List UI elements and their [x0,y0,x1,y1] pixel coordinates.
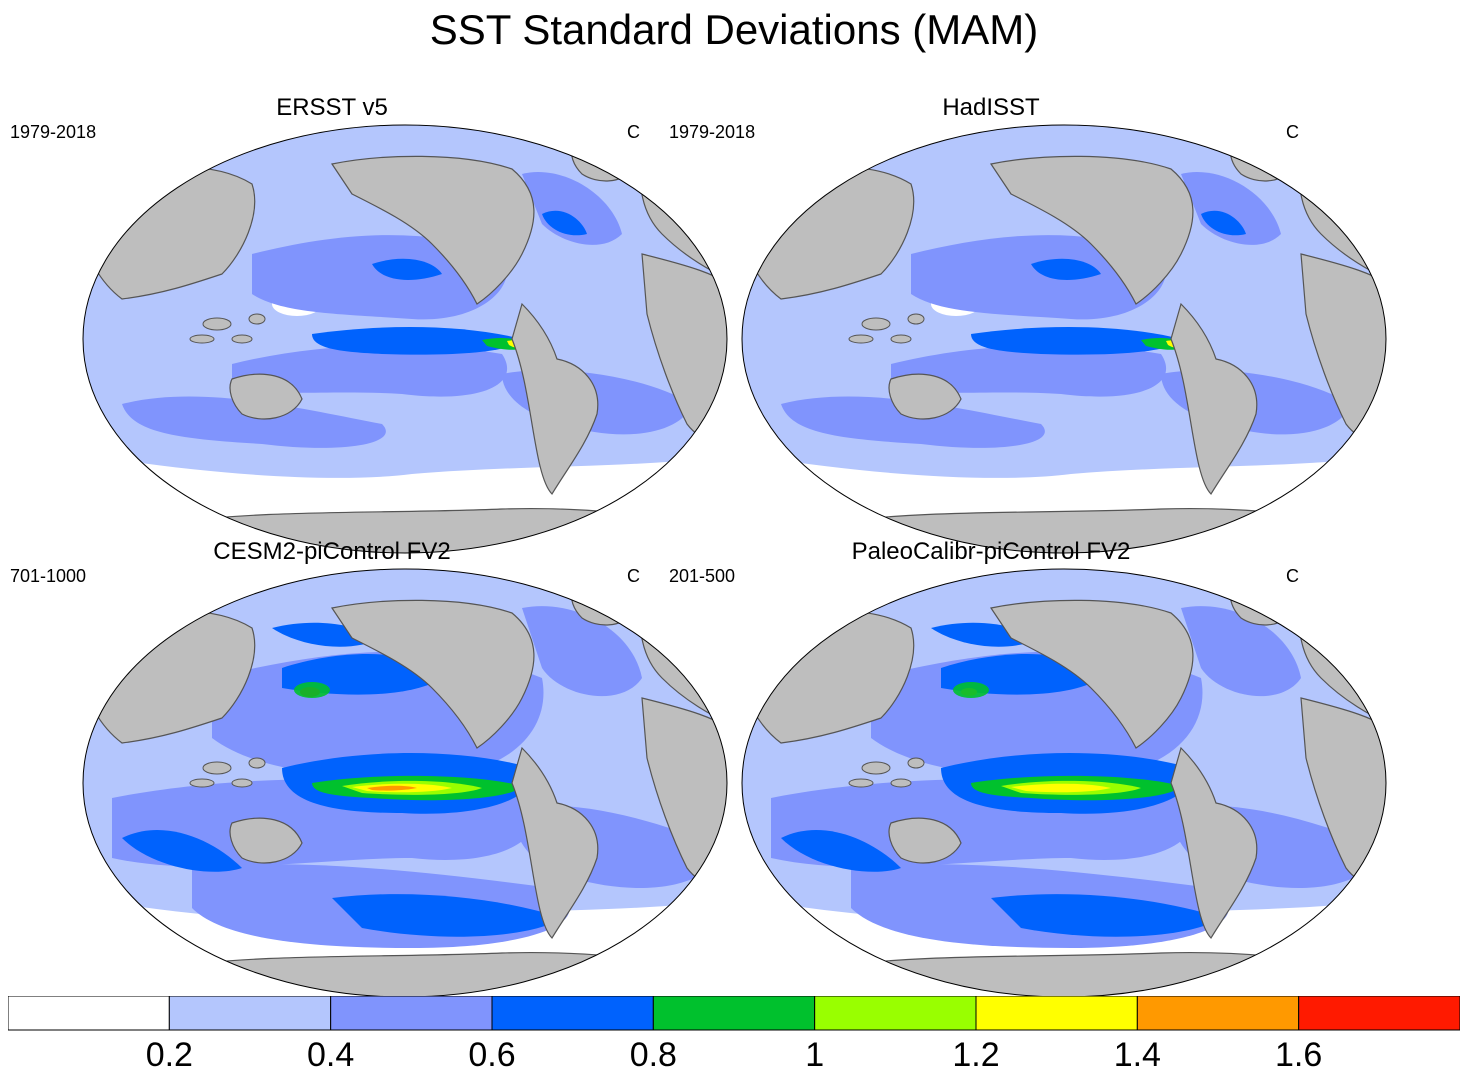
colorbar-tick-label: 1.4 [1113,1036,1161,1074]
land-mass [888,817,962,864]
colorbar-segment [1136,995,1300,1031]
land-mass [1170,302,1258,495]
units-label: C [1286,566,1299,586]
sst-map [82,124,728,554]
colorbar-tick-label: 1.2 [952,1036,1000,1074]
land-mass [229,373,303,420]
period-label: 1979-2018 [10,122,97,142]
land-mass [742,951,1386,997]
colorbar-segment [491,995,654,1031]
units-label: C [627,566,640,586]
colorbar-segment [7,995,170,1031]
map-panel: CESM2-piControl FV2 701-1000 C [2,538,728,998]
colorbar-tick-label: 0.4 [307,1036,355,1074]
period-label: 1979-2018 [669,122,756,142]
colorbar-bar [7,995,1461,1031]
land-mass [888,373,962,420]
colorbar [7,995,1461,1037]
colorbar-segment [814,995,977,1031]
colorbar-tick-label: 0.6 [468,1036,516,1074]
colorbar-tick-label: 1 [805,1036,825,1074]
land-mass [990,599,1194,749]
sst-map [82,568,728,998]
land-mass [331,155,535,305]
land-mass [229,817,303,864]
land-mass [511,302,599,495]
units-label: C [1286,122,1299,142]
colorbar-segment [975,995,1138,1031]
colorbar-segment [168,995,332,1031]
colorbar-tick-label: 1.6 [1275,1036,1323,1074]
map-border [82,124,728,554]
colorbar-segment [652,995,816,1031]
map-panel: HadISST 1979-2018 C [661,94,1387,554]
panel-title: HadISST [942,94,1040,121]
land-mass [990,155,1194,305]
panel-title: ERSST v5 [276,94,388,121]
period-label: 701-1000 [10,566,87,586]
map-panel: ERSST v5 1979-2018 C [2,94,728,554]
land-mass [1170,746,1258,939]
panel-title: PaleoCalibr-piControl FV2 [851,538,1131,565]
land-mass [331,599,535,749]
land-mass [511,746,599,939]
sst-map [741,124,1387,554]
land-mass [83,951,727,997]
colorbar-segment [330,995,493,1031]
panel-title: CESM2-piControl FV2 [213,538,451,565]
period-label: 201-500 [669,566,736,586]
map-panel: PaleoCalibr-piControl FV2 201-500 C [661,538,1387,998]
figure-title: SST Standard Deviations (MAM) [429,6,1039,53]
colorbar-segment [1298,995,1461,1031]
map-border [741,124,1387,554]
sst-map [741,568,1387,998]
colorbar-tick-label: 0.2 [145,1036,193,1074]
colorbar-tick-label: 0.8 [629,1036,677,1074]
units-label: C [627,122,640,142]
